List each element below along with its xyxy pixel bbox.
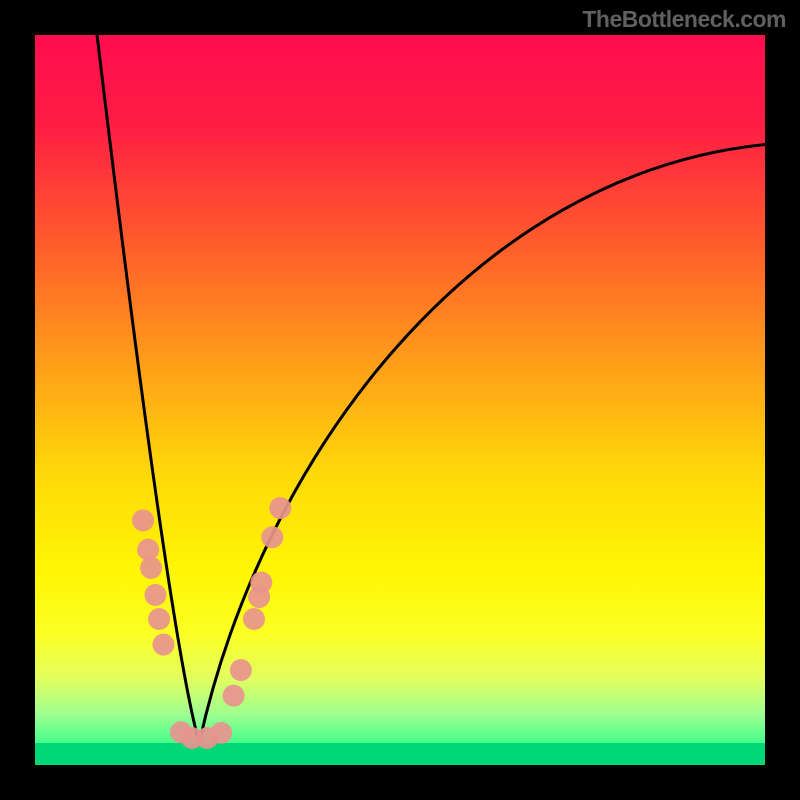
plot-area — [35, 35, 765, 765]
data-marker — [210, 722, 232, 744]
data-marker — [140, 557, 162, 579]
plot-svg — [35, 35, 765, 765]
data-marker — [261, 526, 283, 548]
data-marker — [230, 659, 252, 681]
data-marker — [223, 685, 245, 707]
chart-container: TheBottleneck.com — [0, 0, 800, 800]
data-marker — [243, 608, 265, 630]
gradient-background — [35, 35, 765, 765]
data-marker — [132, 509, 154, 531]
watermark-text: TheBottleneck.com — [582, 6, 786, 33]
bottom-band — [35, 743, 765, 765]
data-marker — [152, 634, 174, 656]
data-marker — [250, 572, 272, 594]
data-marker — [269, 497, 291, 519]
data-marker — [144, 584, 166, 606]
data-marker — [148, 608, 170, 630]
